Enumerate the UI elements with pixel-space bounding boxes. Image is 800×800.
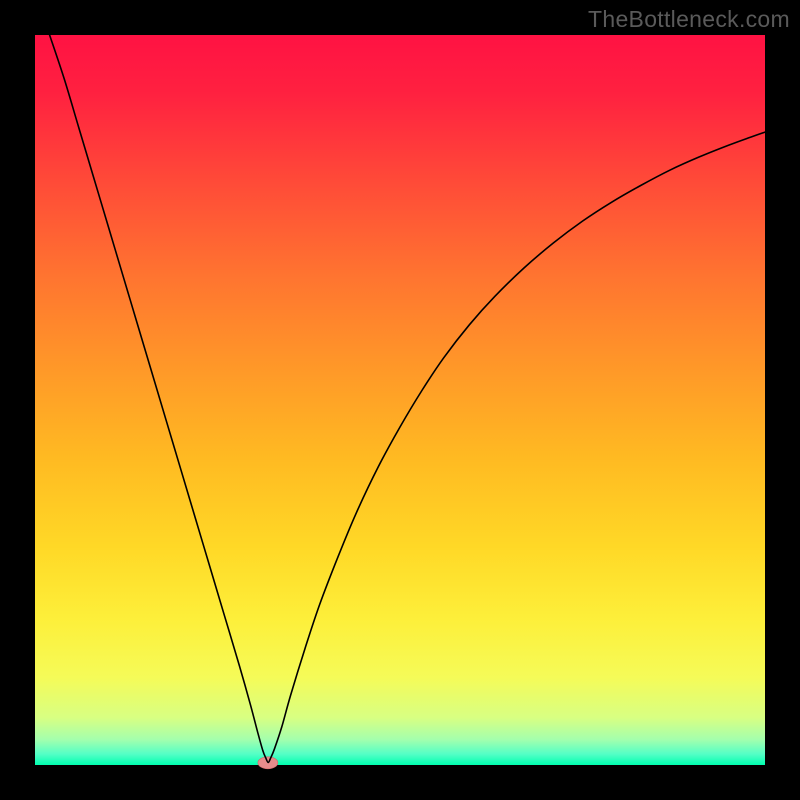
watermark-text: TheBottleneck.com [588, 6, 790, 33]
bottleneck-chart [0, 0, 800, 800]
plot-background [35, 35, 765, 765]
chart-container: TheBottleneck.com [0, 0, 800, 800]
